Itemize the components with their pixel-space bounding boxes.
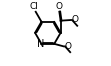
Text: O: O	[64, 42, 71, 51]
Text: Cl: Cl	[30, 2, 39, 11]
Text: O: O	[56, 2, 62, 11]
Text: N: N	[37, 39, 44, 50]
Text: O: O	[71, 15, 78, 24]
